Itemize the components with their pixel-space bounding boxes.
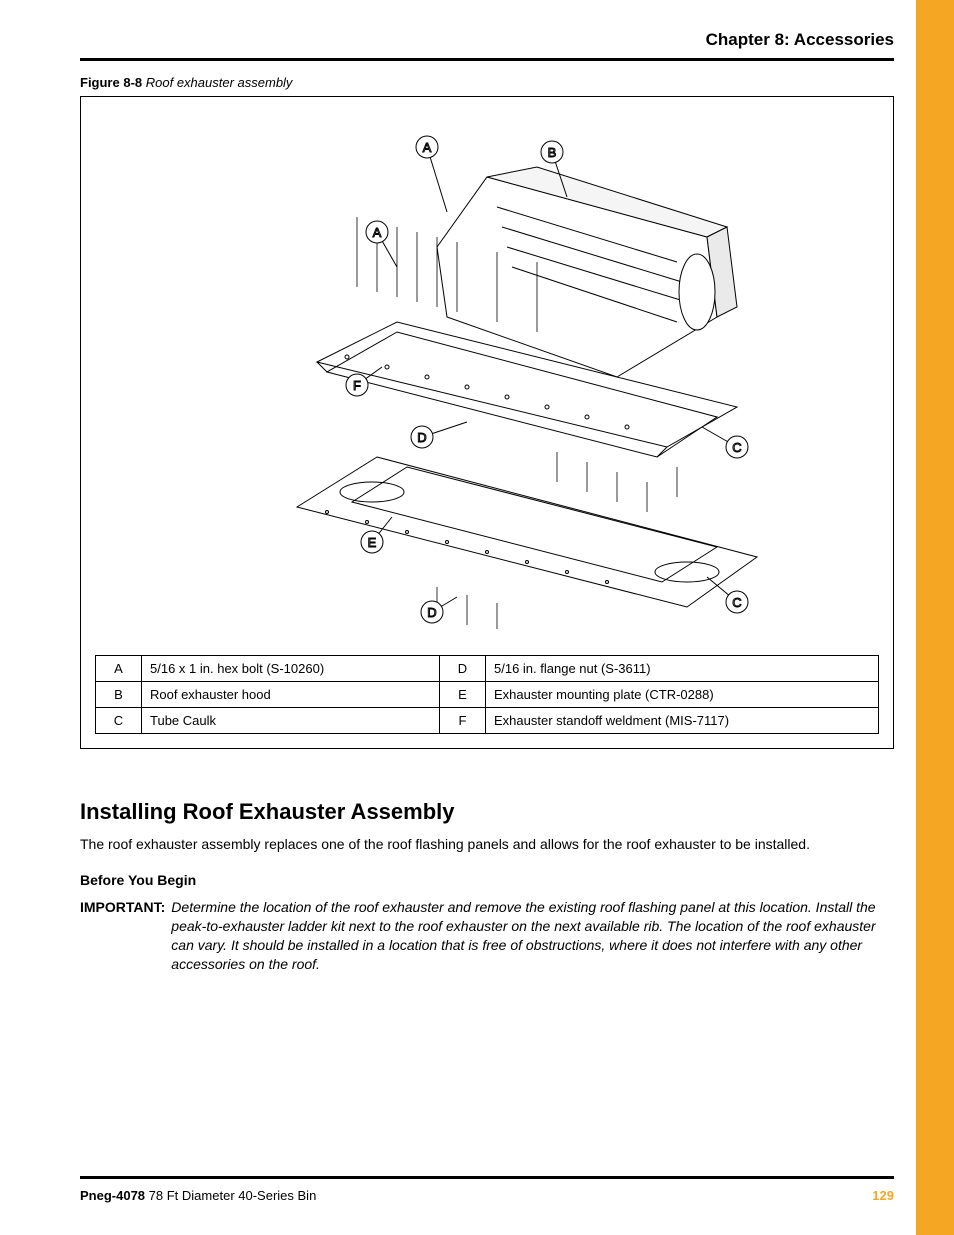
callout-label: B bbox=[548, 145, 557, 160]
part-key: B bbox=[96, 682, 142, 708]
figure-number: Figure 8-8 bbox=[80, 75, 142, 90]
parts-table: A 5/16 x 1 in. hex bolt (S-10260) D 5/16… bbox=[95, 655, 879, 734]
important-label: IMPORTANT: bbox=[80, 898, 165, 974]
callout-label: E bbox=[368, 535, 377, 550]
part-key: E bbox=[440, 682, 486, 708]
doc-number: Pneg-4078 bbox=[80, 1188, 145, 1203]
footer: Pneg-4078 78 Ft Diameter 40-Series Bin 1… bbox=[80, 1188, 894, 1203]
content-area: Chapter 8: Accessories Figure 8-8 Roof e… bbox=[80, 30, 894, 1175]
table-row: B Roof exhauster hood E Exhauster mounti… bbox=[96, 682, 879, 708]
callout-label: C bbox=[732, 595, 741, 610]
table-row: A 5/16 x 1 in. hex bolt (S-10260) D 5/16… bbox=[96, 656, 879, 682]
doc-title: 78 Ft Diameter 40-Series Bin bbox=[149, 1188, 317, 1203]
accent-side-bar bbox=[916, 0, 954, 1235]
part-desc: Tube Caulk bbox=[142, 708, 440, 734]
section-body: The roof exhauster assembly replaces one… bbox=[80, 835, 894, 854]
chapter-header: Chapter 8: Accessories bbox=[80, 30, 894, 61]
part-key: A bbox=[96, 656, 142, 682]
footer-rule bbox=[80, 1176, 894, 1179]
before-you-begin-heading: Before You Begin bbox=[80, 872, 894, 888]
callout-label: D bbox=[417, 430, 426, 445]
footer-left: Pneg-4078 78 Ft Diameter 40-Series Bin bbox=[80, 1188, 316, 1203]
figure-title: Roof exhauster assembly bbox=[146, 75, 293, 90]
part-desc: Exhauster mounting plate (CTR-0288) bbox=[486, 682, 879, 708]
figure-caption: Figure 8-8 Roof exhauster assembly bbox=[80, 75, 894, 90]
section-heading: Installing Roof Exhauster Assembly bbox=[80, 799, 894, 825]
part-key: C bbox=[96, 708, 142, 734]
callout-label: A bbox=[423, 140, 432, 155]
callout-label: F bbox=[353, 378, 361, 393]
callout-label: D bbox=[427, 605, 436, 620]
diagram-area: A A B F D bbox=[95, 107, 879, 647]
assembly-diagram: A A B F D bbox=[197, 117, 777, 637]
part-key: D bbox=[440, 656, 486, 682]
part-desc: Exhauster standoff weldment (MIS-7117) bbox=[486, 708, 879, 734]
part-desc: Roof exhauster hood bbox=[142, 682, 440, 708]
callout-label: C bbox=[732, 440, 741, 455]
part-key: F bbox=[440, 708, 486, 734]
figure-box: A A B F D bbox=[80, 96, 894, 749]
part-desc: 5/16 in. flange nut (S-3611) bbox=[486, 656, 879, 682]
table-row: C Tube Caulk F Exhauster standoff weldme… bbox=[96, 708, 879, 734]
important-block: IMPORTANT: Determine the location of the… bbox=[80, 898, 894, 974]
page: Chapter 8: Accessories Figure 8-8 Roof e… bbox=[0, 0, 954, 1235]
important-text: Determine the location of the roof exhau… bbox=[171, 898, 894, 974]
part-desc: 5/16 x 1 in. hex bolt (S-10260) bbox=[142, 656, 440, 682]
page-number: 129 bbox=[872, 1188, 894, 1203]
callout-label: A bbox=[373, 225, 382, 240]
